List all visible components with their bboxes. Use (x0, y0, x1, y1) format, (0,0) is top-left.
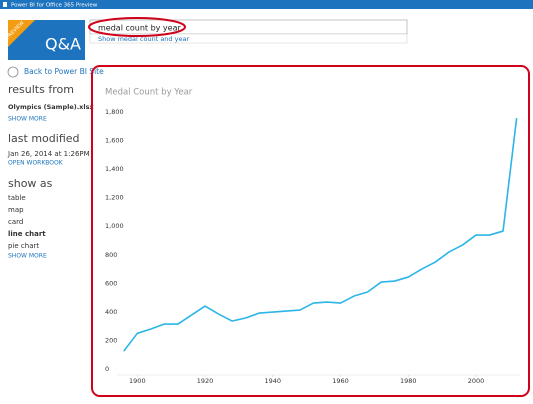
y-tick-label: 0 (105, 365, 109, 373)
modified: Jan 26, 2014 at 1:26PM (7, 150, 90, 158)
chart-title: Medal Count by Year (105, 88, 193, 98)
x-tick-label: 1920 (197, 377, 214, 385)
back-link[interactable]: Back to Power BI Site (24, 67, 104, 76)
y-tick-label: 1,800 (105, 108, 124, 116)
x-tick-label: 1940 (265, 377, 282, 385)
x-tick-label: 2000 (468, 377, 485, 385)
y-tick-label: 600 (105, 279, 117, 287)
view-option[interactable]: table (8, 194, 26, 202)
show-more-views[interactable]: SHOW MORE (8, 253, 47, 260)
y-tick-label: 400 (105, 308, 117, 316)
data-line (123, 118, 518, 352)
view-option[interactable]: card (8, 218, 23, 226)
logo-badge (8, 20, 35, 47)
open-workbook[interactable]: OPEN WORKBOOK (8, 160, 64, 167)
show-as-heading: show as (8, 177, 53, 190)
top-bar (0, 0, 533, 9)
app-icon (3, 2, 7, 7)
y-tick-label: 200 (105, 336, 117, 344)
source[interactable]: Olympics (Sample).xlsx (8, 103, 94, 111)
back-icon[interactable] (7, 66, 19, 78)
highlight (88, 17, 186, 37)
modified-heading: last modified (8, 132, 80, 145)
chart-frame (91, 65, 530, 397)
x-tick-label: 1900 (129, 377, 146, 385)
logo-label: Q&A (45, 35, 81, 54)
y-tick-label: 1,200 (105, 194, 124, 202)
view-option[interactable]: map (8, 206, 24, 214)
app-title: Power BI for Office 365 Preview (11, 2, 98, 8)
view-option[interactable]: line chart (8, 230, 46, 238)
y-tick-label: 1,400 (105, 165, 124, 173)
show-more[interactable]: SHOW MORE (8, 116, 47, 123)
search-query[interactable]: medal count by year (98, 24, 181, 33)
y-tick-label: 800 (105, 251, 117, 259)
view-option[interactable]: pie chart (8, 242, 39, 250)
results-heading: results from (8, 83, 74, 96)
y-tick-label: 1,600 (105, 137, 124, 145)
y-tick-label: 1,000 (105, 222, 124, 230)
search-suggestion[interactable]: Show medal count and year (98, 35, 189, 43)
x-tick-label: 1980 (400, 377, 417, 385)
suggestion-box[interactable] (89, 33, 408, 44)
x-tick-label: 1960 (332, 377, 349, 385)
